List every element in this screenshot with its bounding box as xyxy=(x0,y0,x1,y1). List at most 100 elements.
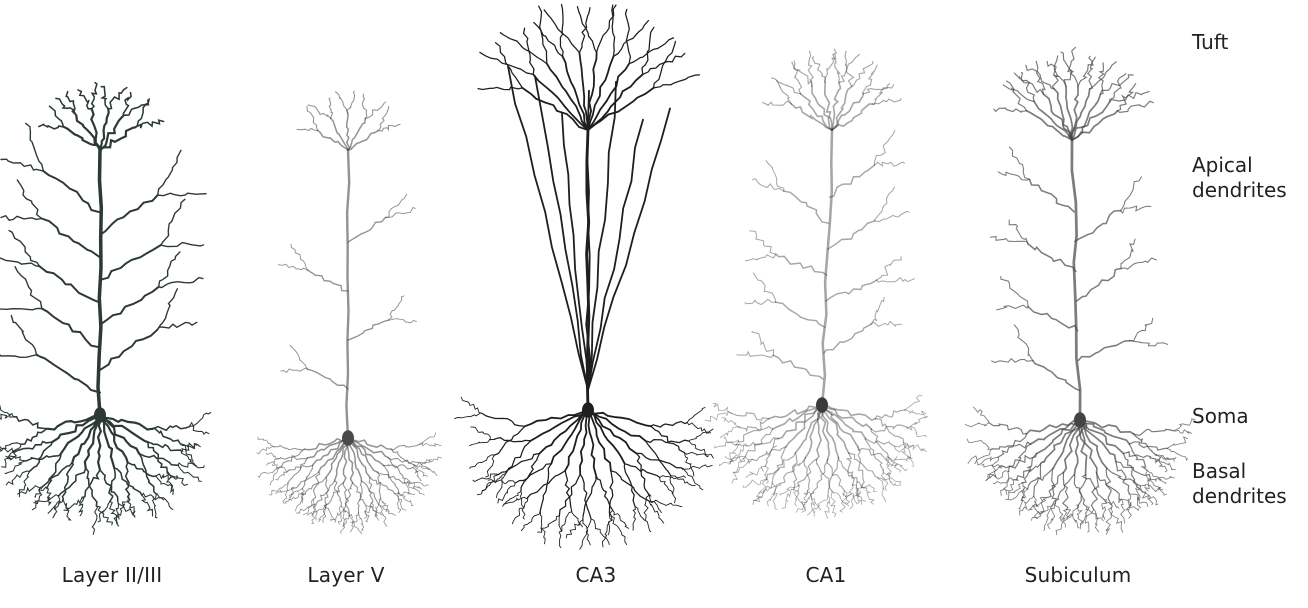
basal-dendrite xyxy=(406,480,429,487)
tuft-dendrite xyxy=(1077,56,1096,87)
tuft-dendrite xyxy=(1025,64,1055,90)
basal-dendrite xyxy=(1170,418,1196,432)
basal-dendrite xyxy=(821,404,867,440)
basal-dendrite xyxy=(550,409,589,465)
basal-dendrite xyxy=(117,496,130,520)
tuft-dendrite xyxy=(1025,109,1073,141)
basal-dendrite xyxy=(369,476,396,494)
tuft-dendrite xyxy=(543,9,581,54)
basal-dendrite xyxy=(152,427,182,445)
basal-dendrite xyxy=(1155,455,1177,463)
soma xyxy=(94,407,106,423)
basal-dendrite xyxy=(311,503,317,525)
basal-dendrite xyxy=(1073,474,1088,508)
basal-dendrite xyxy=(561,507,573,532)
oblique-dendrite xyxy=(772,354,824,380)
tuft-dendrite xyxy=(1033,100,1073,141)
tuft-dendrite xyxy=(533,21,564,57)
basal-dendrite xyxy=(42,461,74,487)
basal-dendrite xyxy=(19,427,48,445)
basal-dendrite xyxy=(412,467,428,477)
tuft-dendrite xyxy=(587,87,655,131)
basal-dendrite xyxy=(1039,497,1047,515)
oblique-dendrite xyxy=(744,298,777,306)
basal-dendrite xyxy=(376,471,408,484)
basal-dendrite xyxy=(257,436,275,448)
basal-dendrite xyxy=(886,458,902,473)
oblique-dendrite xyxy=(40,217,101,259)
basal-dendrite xyxy=(558,515,563,549)
oblique-dendrite xyxy=(1008,146,1031,180)
basal-dendrite xyxy=(188,411,212,428)
basal-dendrite xyxy=(82,469,101,499)
basal-dendrite xyxy=(124,461,131,498)
tuft-dendrite xyxy=(823,53,837,84)
basal-dendrite xyxy=(387,457,422,465)
region-label-tuft: Tuft xyxy=(1192,30,1229,54)
basal-dendrite xyxy=(318,503,328,523)
basal-dendrite xyxy=(1146,469,1167,485)
region-label-soma: Soma xyxy=(1192,404,1249,428)
tuft-dendrite xyxy=(652,74,701,89)
tuft-dendrite xyxy=(361,93,368,119)
basal-dendrite xyxy=(807,495,829,516)
basal-dendrite xyxy=(1020,482,1027,502)
oblique-dendrite xyxy=(828,164,876,198)
oblique-dendrite xyxy=(385,206,416,219)
basal-dendrite xyxy=(777,404,823,440)
tuft-dendrite xyxy=(90,81,98,110)
tuft-dendrite xyxy=(90,107,102,152)
basal-dendrite xyxy=(981,463,1005,469)
tuft-dendrite xyxy=(587,73,644,131)
oblique-dendrite xyxy=(1008,219,1029,245)
basal-dendrite xyxy=(587,409,626,465)
oblique-dendrite xyxy=(0,158,45,172)
tuft-dendrite xyxy=(307,104,332,119)
basal-dendrite xyxy=(643,492,650,521)
basal-dendrite xyxy=(611,508,630,529)
basal-dendrite xyxy=(304,476,327,495)
oblique-dendrite xyxy=(156,288,179,331)
basal-dendrite xyxy=(821,404,873,430)
basal-dendrite xyxy=(155,473,178,481)
basal-dendrite xyxy=(337,506,343,525)
basal-dendrite xyxy=(269,468,279,486)
basal-dendrite xyxy=(368,476,374,504)
basal-dendrite xyxy=(906,425,927,438)
tuft-dendrite xyxy=(1046,60,1067,87)
basal-dendrite xyxy=(1128,492,1149,508)
basal-dendrite xyxy=(815,459,833,492)
tuft-dendrite xyxy=(1086,55,1094,90)
basal-dendrite xyxy=(342,509,347,528)
basal-dendrite xyxy=(1079,419,1131,445)
tuft-dendrite xyxy=(1064,85,1074,141)
tuft-dendrite xyxy=(306,105,319,132)
tuft-dendrite xyxy=(811,56,826,84)
oblique-dendrite xyxy=(38,265,101,304)
soma xyxy=(1074,412,1086,428)
basal-dendrite xyxy=(644,440,672,477)
basal-dendrite xyxy=(1139,484,1164,493)
basal-dendrite xyxy=(333,480,342,508)
tuft-dendrite xyxy=(521,87,589,131)
basal-dendrite xyxy=(98,413,116,470)
basal-dendrite xyxy=(177,462,205,469)
basal-dendrite xyxy=(502,491,522,507)
basal-dendrite xyxy=(804,404,823,459)
tuft-dendrite xyxy=(1116,83,1137,112)
basal-dendrite xyxy=(988,422,1028,435)
basal-dendrite xyxy=(303,437,349,451)
basal-dendrite xyxy=(0,442,22,450)
neuron-ca3-drawing xyxy=(454,3,714,550)
basal-dendrite xyxy=(1139,485,1159,506)
tuft-dendrite xyxy=(559,3,564,57)
neuron-layer-2-3-drawing xyxy=(0,81,212,535)
oblique-dendrite xyxy=(1000,275,1029,308)
oblique-dendrite xyxy=(752,272,777,303)
basal-dendrite xyxy=(1115,461,1130,494)
basal-dendrite xyxy=(635,452,649,494)
basal-dendrite xyxy=(837,456,858,484)
basal-dendrite xyxy=(152,424,190,432)
basal-dendrite xyxy=(71,413,102,464)
basal-dendrite xyxy=(1043,419,1081,463)
